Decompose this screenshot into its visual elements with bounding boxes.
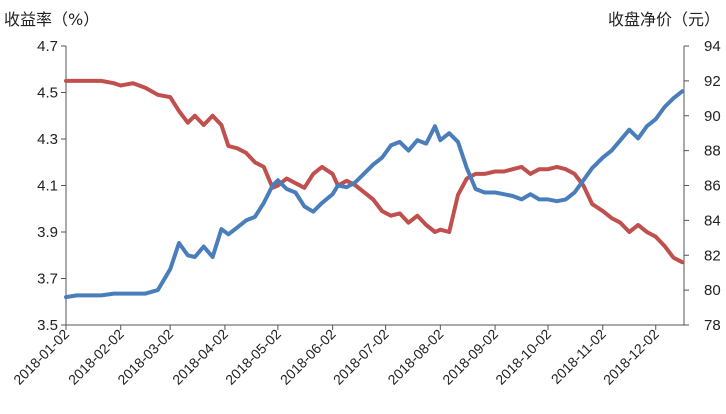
left-axis-title: 收益率（%） — [4, 10, 100, 29]
axes — [61, 45, 689, 330]
x-tick-label: 2018-07-02 — [330, 326, 392, 388]
right-tick-label: 88 — [704, 143, 721, 160]
x-tick-label: 2018-12-02 — [600, 326, 662, 388]
left-tick-label: 4.5 — [37, 85, 58, 102]
x-tick-label: 2018-10-02 — [492, 326, 554, 388]
right-tick-label: 86 — [704, 178, 721, 195]
left-tick-label: 3.5 — [37, 317, 58, 334]
right-tick-label: 94 — [704, 38, 721, 55]
right-tick-label: 80 — [704, 282, 721, 299]
left-tick-label: 3.7 — [37, 271, 58, 288]
left-tick-label: 4.7 — [37, 38, 58, 55]
right-tick-label: 78 — [704, 317, 721, 334]
right-tick-label: 92 — [704, 73, 721, 90]
x-tick-label: 2018-06-02 — [277, 326, 339, 388]
x-tick-label: 2018-04-02 — [169, 326, 231, 388]
series-line-price — [64, 89, 685, 300]
x-tick-label: 2018-11-02 — [548, 326, 609, 387]
x-tick-label: 2018-05-02 — [222, 326, 284, 388]
series-layer — [64, 78, 685, 300]
x-tick-label: 2018-09-02 — [439, 326, 501, 388]
left-tick-label: 4.1 — [37, 178, 58, 195]
x-tick-label: 2018-01-02 — [10, 326, 72, 388]
left-tick-label: 3.9 — [37, 224, 58, 241]
x-tick-label: 2018-08-02 — [384, 326, 446, 388]
right-tick-label: 90 — [704, 108, 721, 125]
left-tick-label: 4.3 — [37, 131, 58, 148]
tick-labels: 3.5 3.7 3.9 4.1 4.3 4.5 4.7 78 80 82 84 86 88 90 92 94 2… — [10, 38, 721, 388]
right-tick-label: 84 — [704, 212, 721, 229]
right-tick-label: 82 — [704, 247, 721, 264]
right-axis-title: 收盘净价（元） — [607, 10, 720, 29]
